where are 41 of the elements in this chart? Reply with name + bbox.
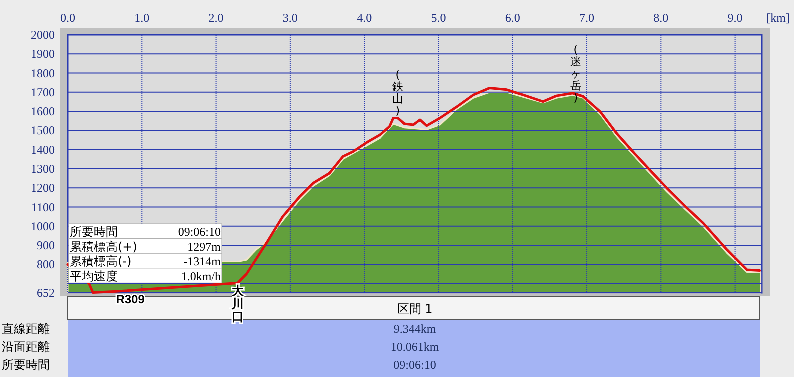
annotation: 1.0km/h (181, 269, 221, 284)
x-tick-label: 7.0 (580, 11, 595, 25)
annotation: 累積標高(-) (70, 254, 132, 269)
text: 所要時間 (2, 358, 50, 372)
y-tick-label: 1800 (31, 66, 55, 80)
y-tick-label: 1700 (31, 85, 55, 100)
y-tick-label: 2000 (31, 28, 55, 42)
x-tick-label: 6.0 (505, 11, 520, 25)
y-tick-label: 1600 (31, 104, 55, 119)
y-tick-label: 1400 (31, 142, 55, 157)
annotation: -1314m (184, 254, 222, 269)
annotation: 1297m (188, 240, 222, 254)
x-axis-title: [km] (766, 11, 790, 25)
annotation: 平均速度 (70, 269, 118, 284)
y-tick-label: 1500 (31, 124, 55, 138)
y-tick-label: 652 (37, 286, 55, 300)
text: 9.344km (394, 322, 437, 336)
annotation: 所要時間 (70, 225, 118, 239)
annotation: 09:06:10 (178, 225, 221, 239)
y-tick-label: 900 (37, 238, 55, 253)
x-tick-label: 3.0 (282, 11, 298, 25)
x-tick-label: 0.0 (60, 11, 76, 25)
x-tick-label: 9.0 (728, 11, 743, 25)
text: 09:06:10 (394, 358, 436, 372)
x-tick-label: 5.0 (431, 11, 446, 25)
x-tick-label: 1.0 (134, 11, 150, 25)
text: 沿面距離 (2, 340, 50, 354)
y-tick-label: 1200 (31, 181, 55, 196)
y-tick-label: 800 (37, 258, 55, 272)
x-tick-label: 2.0 (208, 11, 224, 25)
annotation: 累積標高(+) (70, 240, 138, 254)
text: 区間 1 (397, 302, 433, 316)
x-tick-label: 4.0 (357, 11, 372, 25)
text: 10.061km (390, 340, 440, 354)
text: 直線距離 (2, 322, 50, 336)
y-tick-label: 1000 (31, 219, 55, 234)
y-tick-label: 1300 (31, 162, 55, 176)
y-tick-label: 1900 (31, 47, 55, 62)
y-tick-label: 1100 (31, 200, 55, 214)
x-tick-label: 8.0 (654, 11, 669, 25)
annotation: (鉄山) (392, 68, 404, 118)
